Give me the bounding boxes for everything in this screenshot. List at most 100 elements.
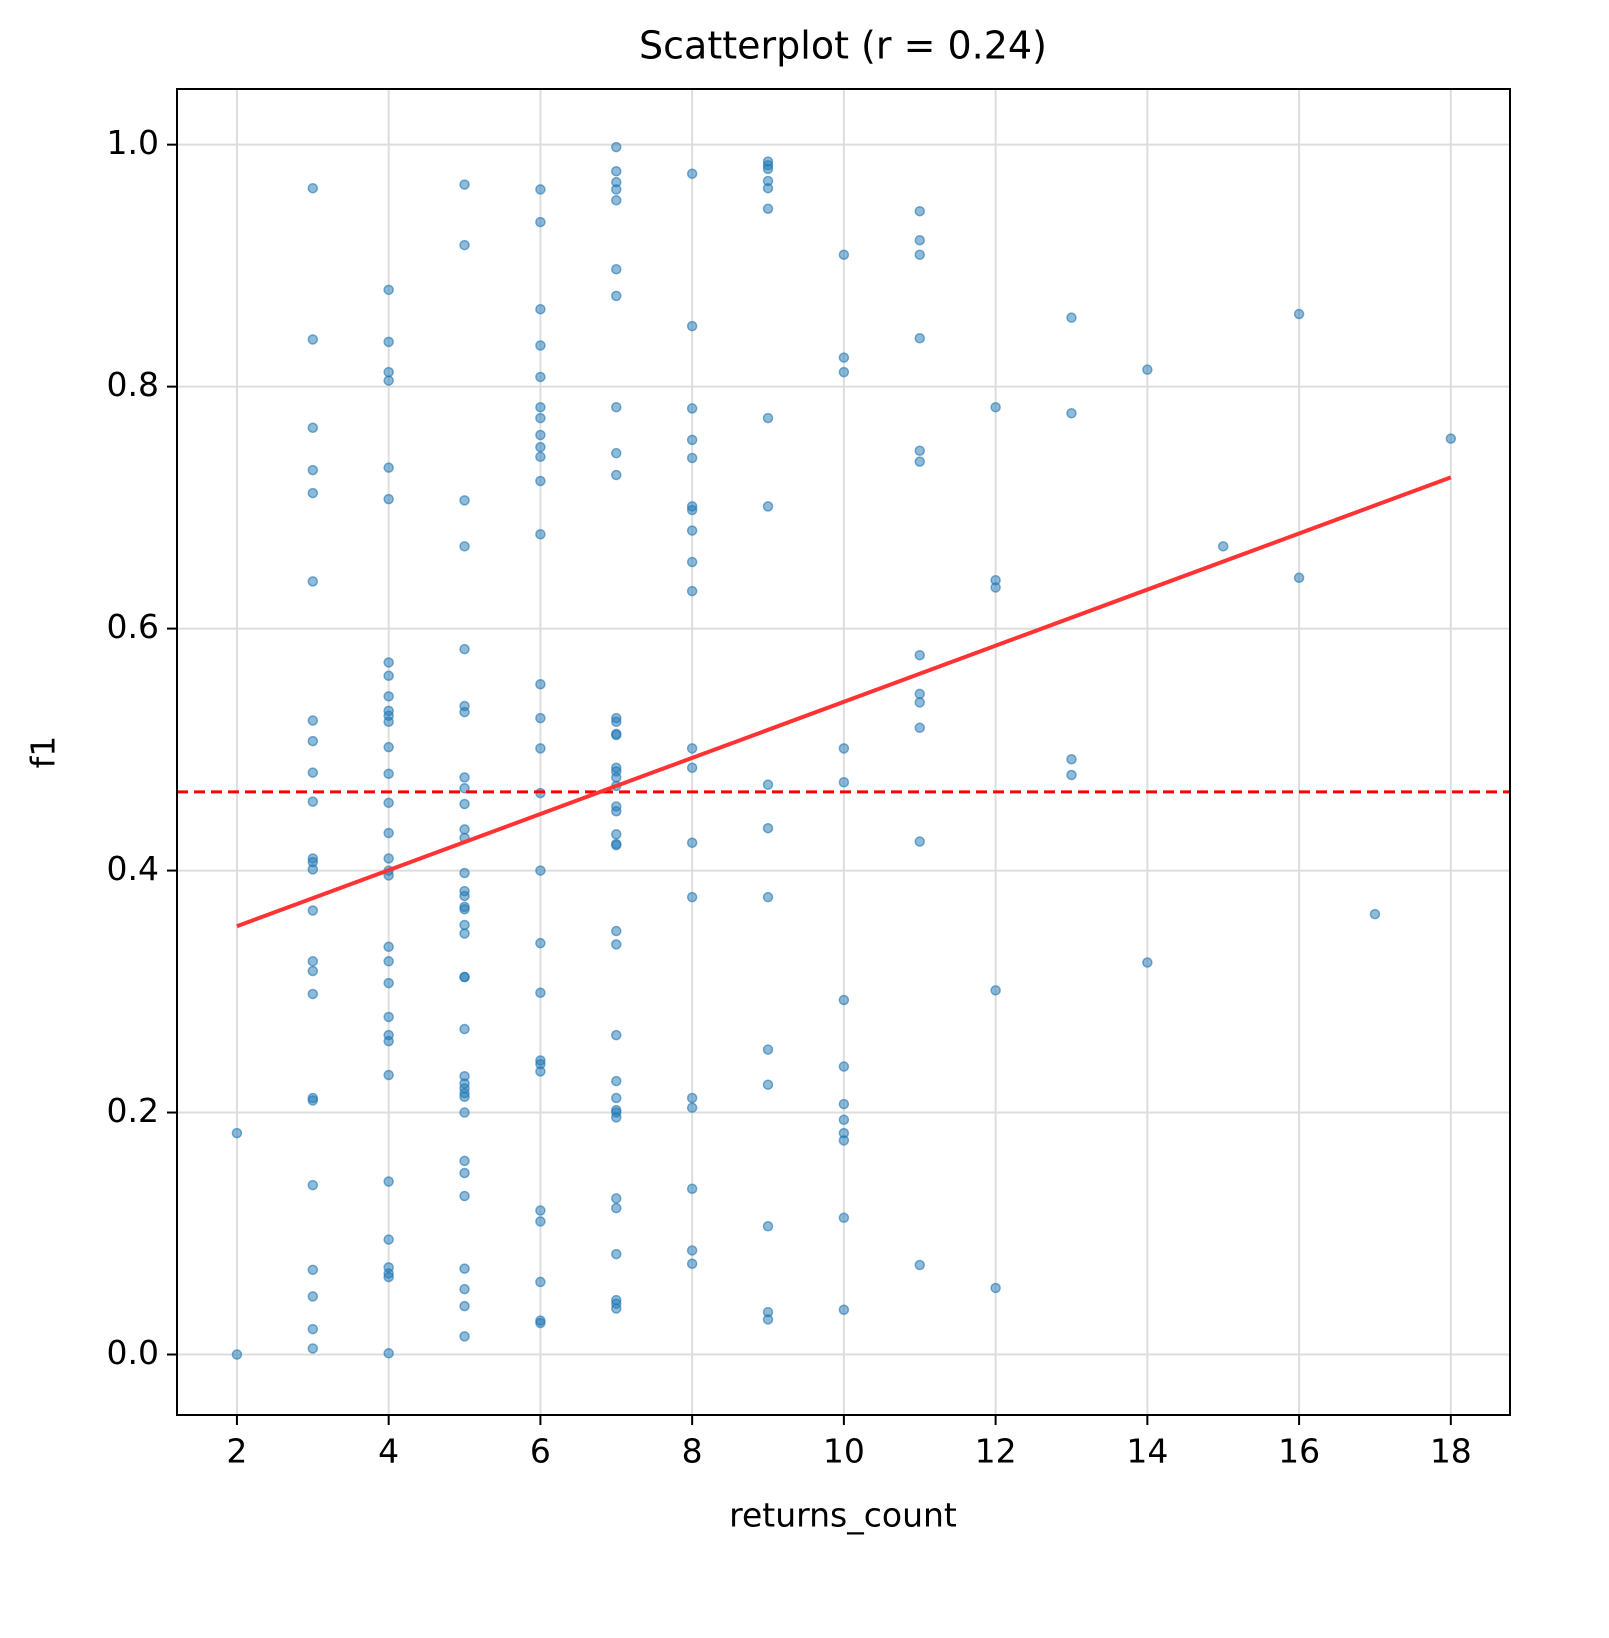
point xyxy=(535,528,546,540)
point xyxy=(686,504,698,516)
point xyxy=(307,182,319,194)
point xyxy=(535,865,546,876)
point xyxy=(838,1304,850,1315)
point xyxy=(307,988,319,1000)
x-tick-label: 12 xyxy=(975,1432,1017,1471)
point xyxy=(611,1202,622,1214)
point xyxy=(838,352,850,363)
y-tick-label: 0.4 xyxy=(107,849,159,888)
point xyxy=(459,1331,470,1342)
point xyxy=(1066,769,1077,781)
point xyxy=(990,1282,1001,1294)
x-axis-label: returns_count xyxy=(729,1496,957,1535)
point xyxy=(383,657,394,668)
point xyxy=(383,853,394,864)
point xyxy=(686,1102,698,1113)
point xyxy=(383,670,394,682)
point xyxy=(686,891,698,903)
point xyxy=(686,452,698,464)
point xyxy=(611,829,622,840)
point xyxy=(307,905,319,916)
point xyxy=(231,1349,243,1360)
point xyxy=(686,556,698,568)
point xyxy=(914,836,925,847)
point xyxy=(611,469,622,481)
point xyxy=(459,919,470,931)
point xyxy=(307,1343,319,1354)
point xyxy=(611,447,622,459)
point xyxy=(762,1044,774,1055)
point xyxy=(535,429,546,441)
point xyxy=(307,1179,319,1191)
point xyxy=(383,956,394,967)
point xyxy=(459,1155,470,1167)
point xyxy=(611,925,622,937)
point xyxy=(914,649,925,661)
point xyxy=(611,290,622,302)
point xyxy=(838,366,850,378)
point xyxy=(611,401,622,413)
point xyxy=(535,303,546,315)
point xyxy=(535,678,546,690)
point xyxy=(1369,908,1381,920)
chart-title: Scatterplot (r = 0.24) xyxy=(639,24,1047,68)
point xyxy=(459,824,470,835)
point xyxy=(383,1035,394,1047)
point xyxy=(914,445,925,456)
point xyxy=(383,741,394,753)
point xyxy=(535,1216,546,1227)
point xyxy=(1293,572,1305,584)
point xyxy=(535,371,546,383)
y-tick-label: 0.8 xyxy=(107,365,159,404)
point xyxy=(459,1091,470,1103)
point xyxy=(535,340,546,351)
y-tick-label: 1.0 xyxy=(107,123,159,162)
point xyxy=(383,691,394,702)
point xyxy=(459,1283,470,1295)
point xyxy=(383,375,394,386)
point xyxy=(383,1011,394,1023)
point xyxy=(762,1221,774,1232)
point xyxy=(383,1271,394,1283)
point xyxy=(1142,957,1153,968)
point xyxy=(611,1248,622,1260)
point xyxy=(838,1061,850,1072)
point xyxy=(686,585,698,597)
point xyxy=(459,867,470,879)
point xyxy=(1066,754,1077,765)
point xyxy=(611,716,622,728)
point xyxy=(307,767,319,778)
point xyxy=(611,939,622,950)
point xyxy=(459,179,470,190)
point xyxy=(459,1300,470,1312)
point xyxy=(307,965,319,977)
point xyxy=(459,643,470,655)
point xyxy=(307,864,319,875)
point xyxy=(459,1190,470,1202)
point xyxy=(611,1193,622,1204)
point xyxy=(762,163,774,175)
point xyxy=(914,697,925,708)
point xyxy=(990,582,1001,593)
x-tick-label: 4 xyxy=(378,1432,399,1471)
point xyxy=(459,1023,470,1035)
point xyxy=(459,239,470,251)
point xyxy=(838,743,850,754)
y-tick-label: 0.6 xyxy=(107,607,159,646)
point xyxy=(1066,407,1077,419)
point xyxy=(383,1069,394,1081)
point xyxy=(383,1234,394,1245)
point xyxy=(914,722,925,734)
x-tick-label: 16 xyxy=(1278,1432,1320,1471)
point xyxy=(611,166,622,177)
point xyxy=(535,441,546,453)
point xyxy=(459,904,470,915)
x-tick-label: 8 xyxy=(682,1432,703,1471)
point xyxy=(383,768,394,780)
point xyxy=(307,422,319,434)
point xyxy=(383,366,394,378)
point xyxy=(914,1259,925,1271)
y-tick-label: 0.0 xyxy=(107,1333,159,1372)
regression-line xyxy=(236,475,1452,929)
point xyxy=(686,525,698,536)
